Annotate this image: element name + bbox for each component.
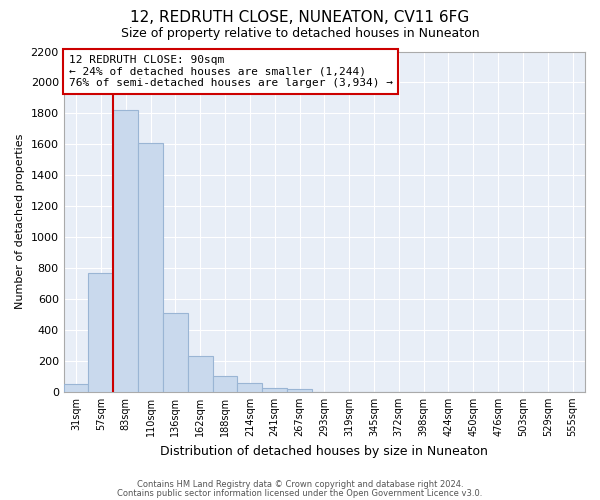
Text: Contains HM Land Registry data © Crown copyright and database right 2024.: Contains HM Land Registry data © Crown c… [137,480,463,489]
Bar [188,356,212,392]
Y-axis label: Number of detached properties: Number of detached properties [15,134,25,310]
Bar [113,110,138,392]
Bar [163,313,188,392]
X-axis label: Distribution of detached houses by size in Nuneaton: Distribution of detached houses by size … [160,444,488,458]
Bar [212,376,238,392]
Bar [287,390,312,392]
Bar [88,272,113,392]
Text: Size of property relative to detached houses in Nuneaton: Size of property relative to detached ho… [121,28,479,40]
Text: 12, REDRUTH CLOSE, NUNEATON, CV11 6FG: 12, REDRUTH CLOSE, NUNEATON, CV11 6FG [130,10,470,25]
Bar [262,388,287,392]
Bar [64,384,88,392]
Bar [138,143,163,392]
Bar [238,384,262,392]
Text: 12 REDRUTH CLOSE: 90sqm
← 24% of detached houses are smaller (1,244)
76% of semi: 12 REDRUTH CLOSE: 90sqm ← 24% of detache… [69,55,393,88]
Text: Contains public sector information licensed under the Open Government Licence v3: Contains public sector information licen… [118,488,482,498]
